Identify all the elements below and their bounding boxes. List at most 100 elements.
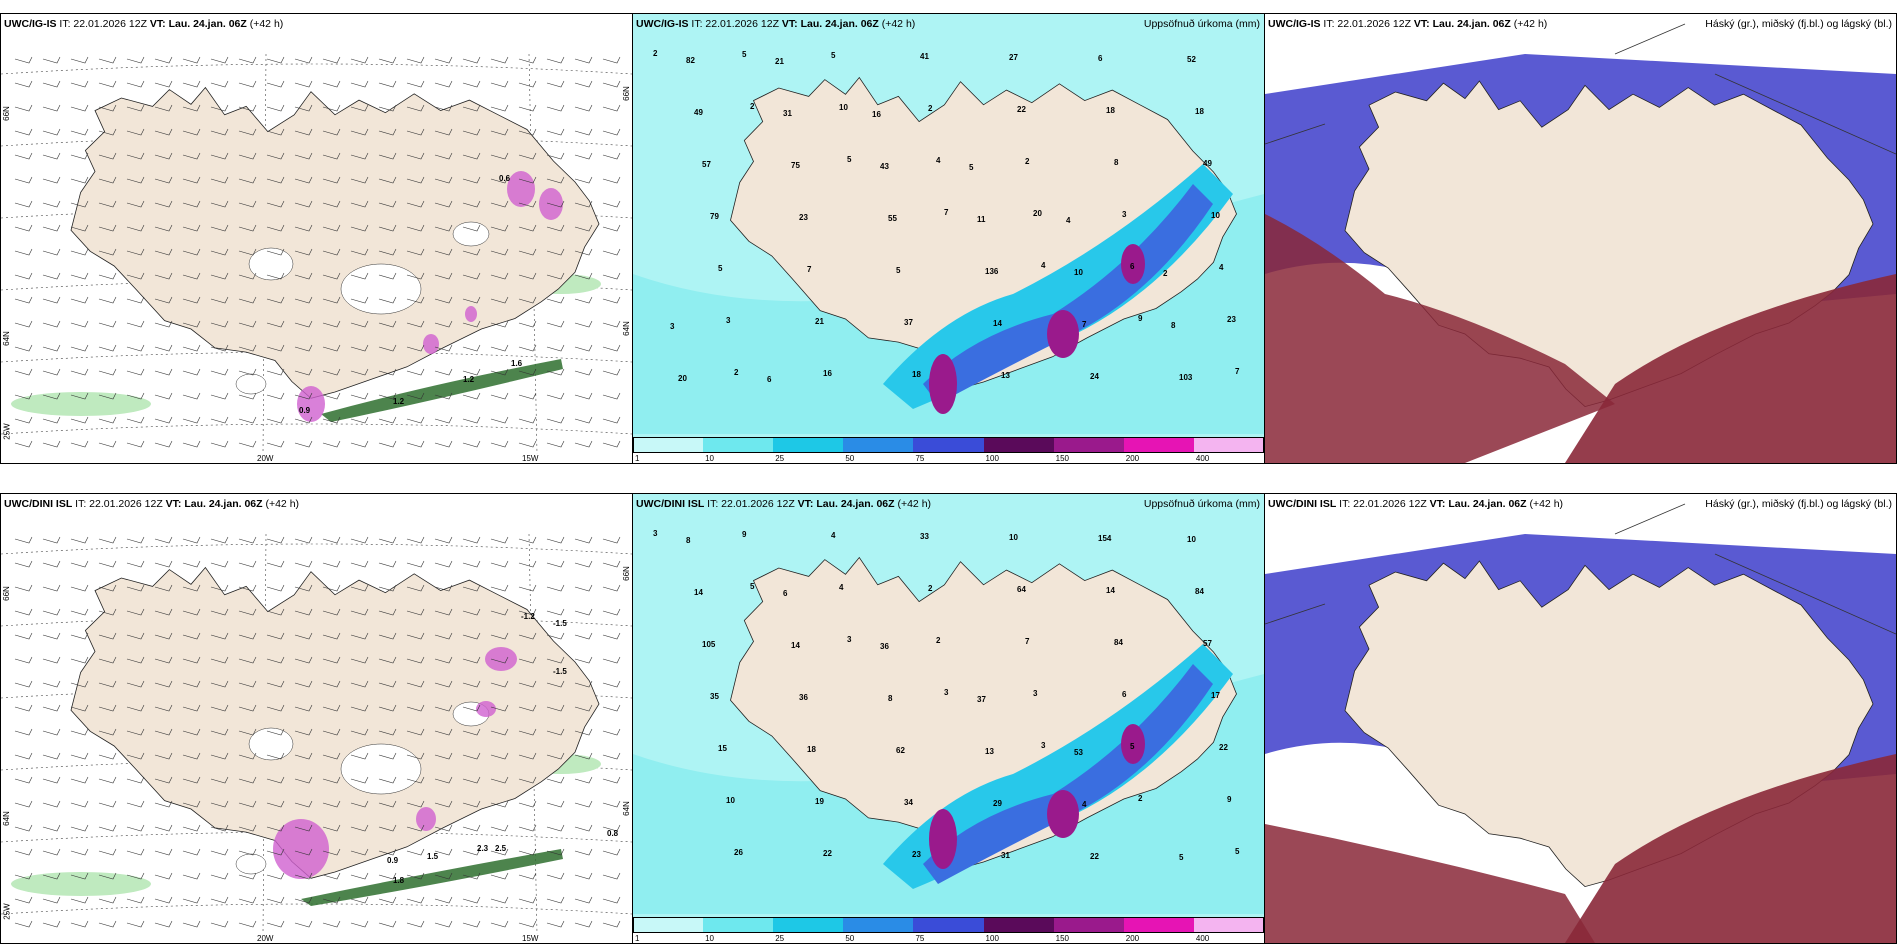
precip-value: 82	[686, 56, 695, 65]
clear-area	[1265, 14, 1896, 94]
colorbar-tick: 10	[705, 934, 715, 943]
panel-cloud-dini: UWC/DINI ISL IT: 22.01.2026 12Z VT: Lau.…	[1264, 493, 1897, 944]
panel-subtitle: Uppsöfnuð úrkoma (mm)	[1143, 498, 1260, 510]
lon-label: 20W	[257, 454, 274, 463]
snow-value: 0.9	[387, 856, 399, 865]
precip-value: 5	[847, 155, 852, 164]
precip-map	[633, 14, 1264, 463]
precip-value: 2	[750, 102, 755, 111]
precip-value: 16	[823, 369, 832, 378]
colorbar-frame	[633, 917, 1264, 933]
precip-max	[1047, 790, 1079, 838]
precip-value: 22	[823, 849, 832, 858]
precip-value: 10	[1187, 535, 1196, 544]
snow-value: -1.5	[553, 667, 567, 676]
wind-snow-map	[1, 533, 632, 935]
wind-barbs	[14, 56, 621, 448]
precip-value: 13	[985, 747, 994, 756]
panel-subtitle: Háský (gr.), miðský (fj.bl.) og lágský (…	[1705, 498, 1892, 510]
precip-value: 2	[936, 636, 941, 645]
precip-value: 3	[670, 322, 675, 331]
precip-value: 5	[718, 264, 723, 273]
precip-value: 64	[1017, 585, 1026, 594]
lat-label-right: 66N	[621, 566, 631, 581]
precip-value: 27	[1009, 53, 1018, 62]
precip-value: 37	[977, 695, 986, 704]
precip-value: 24	[1090, 372, 1099, 381]
cloud-map	[1265, 494, 1896, 943]
precip-value: 103	[1179, 373, 1193, 382]
snow-area	[11, 872, 151, 896]
precip-value: 62	[896, 746, 905, 755]
precip-value: 5	[896, 266, 901, 275]
panel-title: UWC/IG-IS IT: 22.01.2026 12Z VT: Lau. 24…	[1268, 18, 1548, 30]
lon-label: 15W	[522, 454, 539, 463]
snow-value: -1.2	[521, 612, 535, 621]
precip-value: 3	[1041, 741, 1046, 750]
snow-band	[301, 849, 563, 906]
precip-area	[923, 184, 1213, 404]
precip-value: 10	[1211, 211, 1220, 220]
glacier	[452, 221, 490, 247]
colorbar-tick: 75	[915, 934, 925, 943]
glacier	[248, 247, 294, 281]
precip-value: 10	[1074, 268, 1083, 277]
lat-label: 66N	[1, 106, 11, 121]
colorbar: 1 10 25 50 75 100 150 200 400	[633, 917, 1264, 943]
cloud-map	[1265, 14, 1896, 463]
panel-subtitle: Uppsöfnuð úrkoma (mm)	[1143, 18, 1260, 30]
glacier	[248, 727, 294, 761]
precip-value: 34	[904, 798, 913, 807]
lat-label: 64N	[1, 811, 11, 826]
colorbar-tick: 200	[1125, 454, 1140, 463]
colorbar-tick: 25	[775, 454, 785, 463]
panel-title: UWC/IG-IS IT: 22.01.2026 12Z VT: Lau. 24…	[636, 18, 916, 30]
precip-value: 23	[799, 213, 808, 222]
colorbar-tick: 200	[1125, 934, 1140, 943]
precip-value: 57	[702, 160, 711, 169]
precip-value: 2	[928, 104, 933, 113]
clear-area	[1265, 494, 1896, 574]
colorbar-tick: 100	[985, 934, 999, 943]
graticule	[1265, 23, 1896, 155]
colorbar-frame	[633, 437, 1264, 453]
lat-label: 66N	[1, 586, 11, 601]
precip-value: 19	[815, 797, 824, 806]
precip-value: 18	[1106, 106, 1115, 115]
precip-value: 17	[1211, 691, 1220, 700]
glacier	[235, 853, 267, 875]
precip-value: 4	[936, 156, 941, 165]
precip-value: 31	[1001, 851, 1010, 860]
colorbar-tick: 75	[915, 454, 925, 463]
panel-title: UWC/DINI ISL IT: 22.01.2026 12Z VT: Lau.…	[4, 498, 300, 510]
snow-band	[321, 359, 563, 422]
precip-area	[923, 664, 1213, 884]
precip-value: 8	[1171, 321, 1176, 330]
snow-value: -1.5	[553, 619, 567, 628]
cloud-low	[1265, 214, 1615, 463]
precip-value: 14	[1106, 586, 1115, 595]
panel-subtitle: Háský (gr.), miðský (fj.bl.) og lágský (…	[1705, 18, 1892, 30]
precip-value: 79	[710, 212, 719, 221]
glacier	[340, 743, 422, 795]
precip-value: 3	[726, 316, 731, 325]
panel-wind-dini: UWC/DINI ISL IT: 22.01.2026 12Z VT: Lau.…	[0, 493, 633, 944]
precip-value: 22	[1219, 743, 1228, 752]
lon-label-left: 25W	[2, 423, 12, 440]
snow-value: 1.2	[463, 375, 475, 384]
precip-value: 5	[1130, 742, 1135, 751]
precip-value: 29	[993, 799, 1002, 808]
precip-value: 3	[653, 529, 658, 538]
cloud-low	[1565, 754, 1896, 943]
snow-value: 1.6	[511, 359, 523, 368]
precip-value: 43	[880, 162, 889, 171]
precip-value: 20	[678, 374, 687, 383]
precip-value: 18	[807, 745, 816, 754]
precip-max	[929, 354, 957, 414]
snow-value: 2.3	[477, 844, 489, 853]
snow-area	[11, 392, 151, 416]
precip-value: 22	[1090, 852, 1099, 861]
lon-label: 20W	[257, 934, 274, 943]
panel-wind-ig: UWC/IG-IS IT: 22.01.2026 12Z VT: Lau. 24…	[0, 13, 633, 464]
wind-snow-map	[1, 53, 632, 455]
